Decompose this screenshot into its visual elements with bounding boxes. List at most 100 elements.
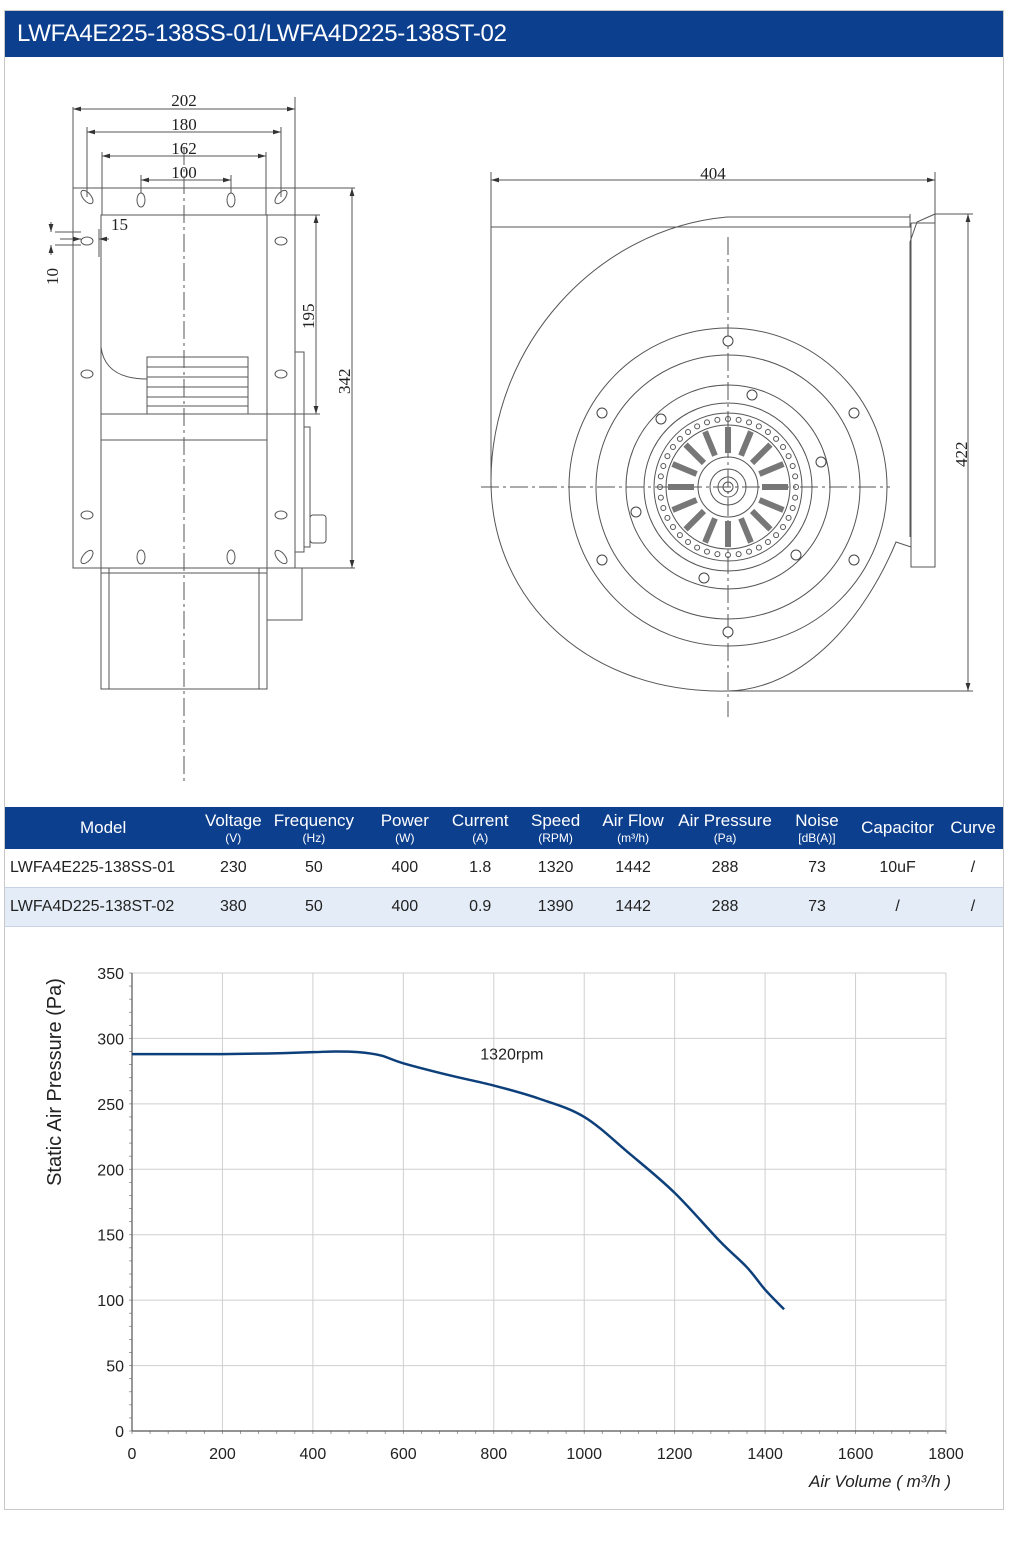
curve-annotation: 1320rpm [480,1046,543,1063]
y-tick-label: 300 [97,1031,124,1048]
page-title: LWFA4E225-138SS-01/LWFA4D225-138ST-02 [5,11,1003,57]
motor-vent-hole [764,539,771,546]
motor-fin [702,517,718,544]
cell-frequency: 50 [265,887,363,927]
x-tick-label: 1800 [928,1446,964,1463]
cell-speed: 1320 [513,849,598,888]
motor-fin [683,508,707,532]
col-noise: Noise [dB(A)] [781,807,853,849]
motor-fin [749,442,773,466]
motor-vent-hole [792,494,799,501]
cell-noise: 73 [781,887,853,927]
motor-fin [683,442,707,466]
side-cable-gland [309,514,327,544]
side-motor-bracket [266,567,303,621]
cell-capacitor: 10uF [852,849,943,888]
motor-vent-hole [694,423,701,430]
dim-100: 100 [171,163,197,182]
motor-vent-hole [657,473,664,480]
motor-fin [671,461,698,477]
motor-vent-hole [660,462,667,469]
motor-vent-hole [789,462,796,469]
cell-air-flow: 1442 [597,849,669,888]
motor-vent-hole [789,505,796,512]
motor-vent-hole [669,444,676,451]
table-row: LWFA4E225-138SS-01 230 50 400 1.8 1320 1… [5,849,1003,888]
motor-vent-hole [664,514,671,521]
dim-342: 342 [335,369,354,395]
motor-vent-hole [685,539,692,546]
motor-vent-hole [676,532,683,539]
dim-195: 195 [299,304,318,330]
dim-180: 180 [171,115,197,134]
dim-202: 202 [171,91,197,110]
x-tick-label: 1600 [838,1446,874,1463]
dim-15: 15 [111,215,128,234]
motor-vent-hole [694,544,701,551]
side-impeller [146,356,249,415]
motor-vent-hole [657,494,664,501]
x-tick-label: 200 [209,1446,236,1463]
col-air-pressure: Air Pressure (Pa) [668,807,782,849]
x-tick-label: 600 [390,1446,417,1463]
col-curve: Curve [943,807,1003,849]
col-frequency: Frequency (Hz) [265,807,363,849]
cell-speed: 1390 [513,887,598,927]
motor-vent-hole [714,416,721,423]
motor-fin [738,517,754,544]
series-line-1320rpm [131,1050,786,1311]
cell-voltage: 230 [201,849,266,888]
cell-air-pressure: 288 [668,849,782,888]
col-current: Current (A) [447,807,514,849]
col-voltage: Voltage (V) [201,807,266,849]
motor-vent-hole [735,551,742,558]
motor-fin [758,461,785,477]
motor-fin [749,508,773,532]
dim-404: 404 [700,164,726,183]
motor-vent-hole [780,444,787,451]
motor-vent-hole [685,428,692,435]
cell-voltage: 380 [201,887,266,927]
motor-vent-hole [764,428,771,435]
motor-vent-hole [725,552,731,558]
cell-model: LWFA4D225-138ST-02 [5,887,202,927]
table-row: LWFA4D225-138ST-02 380 50 400 0.9 1390 1… [5,887,1003,927]
motor-fin [702,430,718,457]
spec-table-header: Model Voltage (V) Frequency (Hz) Power (W) … [5,807,1003,849]
motor-vent-hole [755,544,762,551]
x-tick-label: 1400 [747,1446,783,1463]
motor-vent-hole [703,419,710,426]
motor-vent-hole [780,523,787,530]
y-tick-label: 0 [115,1424,124,1441]
motor-vent-hole [725,416,731,422]
cell-noise: 73 [781,849,853,888]
motor-fin [758,497,785,513]
y-axis-label: Static Air Pressure (Pa) [44,978,66,1186]
spec-table: Model Voltage (V) Frequency (Hz) Power (W) … [5,807,1003,927]
motor-vent-hole [746,419,753,426]
motor-vent-hole [735,416,742,423]
motor-vent-hole [676,435,683,442]
y-tick-label: 200 [97,1162,124,1179]
cell-curve: / [943,887,1003,927]
cell-model: LWFA4E225-138SS-01 [5,849,202,888]
col-speed: Speed (RPM) [513,807,598,849]
motor-vent-hole [714,551,721,558]
dim-162: 162 [171,139,197,158]
y-tick-label: 100 [97,1293,124,1310]
x-axis-label: Air Volume ( m³/h ) [808,1472,951,1491]
cell-current: 1.8 [447,849,514,888]
side-curve [100,346,148,380]
motor-vent-hole [793,484,799,490]
motor-fin [738,430,754,457]
motor-vent-hole [660,505,667,512]
col-capacitor: Capacitor [852,807,943,849]
technical-drawing: 202 180 162 100 15 10 195 342 404 422 [43,91,973,782]
cell-curve: / [943,849,1003,888]
x-tick-label: 800 [480,1446,507,1463]
side-terminal-box [294,351,305,553]
front-top-edge [491,214,911,228]
dim-10: 10 [43,268,62,285]
dim-422: 422 [952,442,971,468]
motor-vent-hole [703,548,710,555]
